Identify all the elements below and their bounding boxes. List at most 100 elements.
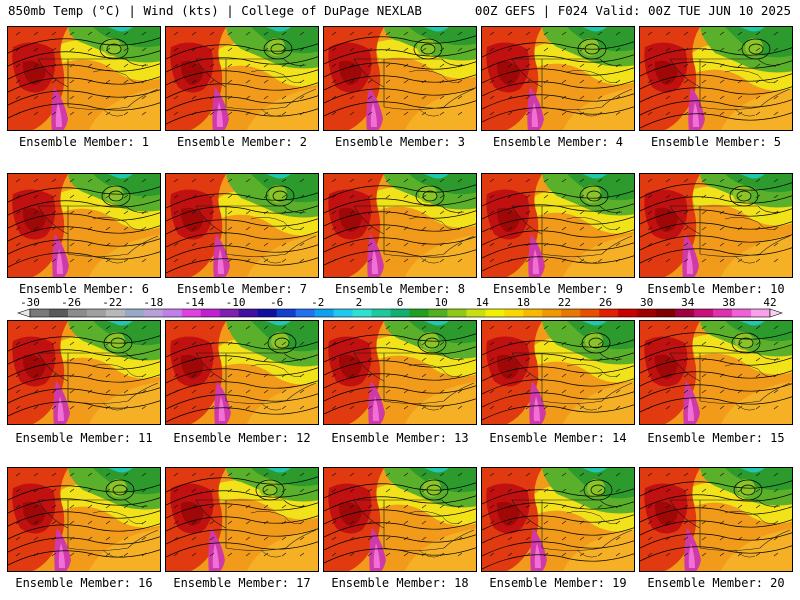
ensemble-map-panel xyxy=(481,320,635,425)
temperature-map xyxy=(640,468,792,571)
colorbar-segment xyxy=(675,309,695,317)
colorbar-segment xyxy=(48,309,69,317)
ensemble-map-panel xyxy=(165,26,319,131)
ensemble-map-panel xyxy=(165,173,319,278)
colorbar-segment xyxy=(428,309,448,317)
colorbar-segment xyxy=(542,309,562,317)
colorbar-tick-label: 18 xyxy=(517,296,530,309)
colorbar-segment xyxy=(561,309,581,317)
colorbar-segment xyxy=(86,309,107,317)
colorbar-segment xyxy=(523,309,543,317)
colorbar-segment xyxy=(67,309,88,317)
ensemble-member-caption: Ensemble Member: 12 xyxy=(173,431,311,445)
temperature-map xyxy=(482,27,634,130)
ensemble-member-caption: Ensemble Member: 3 xyxy=(334,135,466,149)
temperature-map xyxy=(324,174,476,277)
colorbar-left-arrow xyxy=(17,308,31,318)
ensemble-map-panel xyxy=(7,173,161,278)
ensemble-map-panel xyxy=(165,320,319,425)
temperature-map xyxy=(640,321,792,424)
ensemble-map-panel xyxy=(323,173,477,278)
temperature-map xyxy=(8,321,160,424)
colorbar-segment xyxy=(656,309,676,317)
colorbar-segment xyxy=(390,309,410,317)
colorbar-segment xyxy=(637,309,657,317)
ensemble-member-caption: Ensemble Member: 9 xyxy=(492,282,624,296)
temperature-map xyxy=(8,27,160,130)
ensemble-map-panel xyxy=(7,26,161,131)
colorbar-tick-label: -30 xyxy=(20,296,40,309)
colorbar-tick-label: -18 xyxy=(143,296,163,309)
ensemble-map-panel xyxy=(7,467,161,572)
ensemble-map-panel xyxy=(323,320,477,425)
ensemble-member-caption: Ensemble Member: 2 xyxy=(176,135,308,149)
colorbar-tick-label: -6 xyxy=(270,296,283,309)
header-title-left: 850mb Temp (°C) | Wind (kts) | College o… xyxy=(8,3,422,18)
ensemble-member-caption: Ensemble Member: 15 xyxy=(647,431,785,445)
colorbar-segment xyxy=(295,309,316,317)
ensemble-member-caption: Ensemble Member: 7 xyxy=(176,282,308,296)
colorbar-tick-label: 34 xyxy=(681,296,695,309)
temperature-map xyxy=(166,321,318,424)
colorbar-segment xyxy=(181,309,202,317)
colorbar-tick-label: 38 xyxy=(722,296,735,309)
temperature-map xyxy=(8,468,160,571)
ensemble-map-panel xyxy=(639,320,793,425)
ensemble-map-panel xyxy=(481,26,635,131)
ensemble-map-panel xyxy=(323,26,477,131)
temperature-map xyxy=(8,174,160,277)
temperature-map xyxy=(324,321,476,424)
header-title-right: 00Z GEFS | F024 Valid: 00Z TUE JUN 10 20… xyxy=(474,3,791,18)
ensemble-member-caption: Ensemble Member: 5 xyxy=(650,135,782,149)
temperature-map xyxy=(324,27,476,130)
ensemble-map-panel xyxy=(481,467,635,572)
temperature-map xyxy=(166,27,318,130)
colorbar-tick-label: -26 xyxy=(61,296,81,309)
colorbar-tick-label: 10 xyxy=(434,296,447,309)
colorbar-tick-label: 14 xyxy=(476,296,490,309)
colorbar-segment xyxy=(276,309,297,317)
ensemble-member-caption: Ensemble Member: 11 xyxy=(15,431,153,445)
colorbar-tick-label: 30 xyxy=(640,296,653,309)
colorbar-segment xyxy=(200,309,221,317)
ensemble-map-panel xyxy=(165,467,319,572)
ensemble-map-panel xyxy=(7,320,161,425)
colorbar-segment xyxy=(580,309,600,317)
colorbar-segment xyxy=(314,309,334,317)
temperature-map xyxy=(640,27,792,130)
colorbar-segment xyxy=(219,309,240,317)
colorbar-tick-label: -14 xyxy=(185,296,205,309)
colorbar-tick-label: 6 xyxy=(397,296,404,309)
ensemble-map-panel xyxy=(639,173,793,278)
header: 850mb Temp (°C) | Wind (kts) | College o… xyxy=(0,0,800,22)
colorbar-segment xyxy=(352,309,372,317)
colorbar-segment xyxy=(162,309,183,317)
colorbar-tick-label: -22 xyxy=(102,296,122,309)
colorbar-segment xyxy=(105,309,126,317)
colorbar-tick-label: 42 xyxy=(763,296,776,309)
colorbar-segment xyxy=(599,309,619,317)
temperature-map xyxy=(324,468,476,571)
temperature-map xyxy=(166,174,318,277)
colorbar-segment xyxy=(732,309,752,317)
colorbar-tick-label: 2 xyxy=(356,296,363,309)
colorbar-segment xyxy=(618,309,638,317)
colorbar-segment xyxy=(751,309,771,317)
colorbar-svg: -30 -26 -22 -18 -14 -10 -6 -2 2 6 10 14 18 22 26 30 34 38… xyxy=(17,296,783,318)
colorbar-segment xyxy=(371,309,391,317)
temperature-map xyxy=(482,468,634,571)
colorbar-segment xyxy=(694,309,714,317)
colorbar-segment xyxy=(238,309,259,317)
colorbar-segment xyxy=(485,309,505,317)
ensemble-member-caption: Ensemble Member: 18 xyxy=(331,576,469,590)
ensemble-member-caption: Ensemble Member: 19 xyxy=(489,576,627,590)
colorbar-tick-label: -2 xyxy=(311,296,324,309)
ensemble-member-caption: Ensemble Member: 14 xyxy=(489,431,627,445)
ensemble-map-panel xyxy=(481,173,635,278)
colorbar-tick-label: 26 xyxy=(599,296,612,309)
ensemble-map-panel xyxy=(639,26,793,131)
colorbar-segment xyxy=(143,309,164,317)
ensemble-member-caption: Ensemble Member: 4 xyxy=(492,135,624,149)
temperature-map xyxy=(482,321,634,424)
colorbar-segment xyxy=(30,309,50,317)
